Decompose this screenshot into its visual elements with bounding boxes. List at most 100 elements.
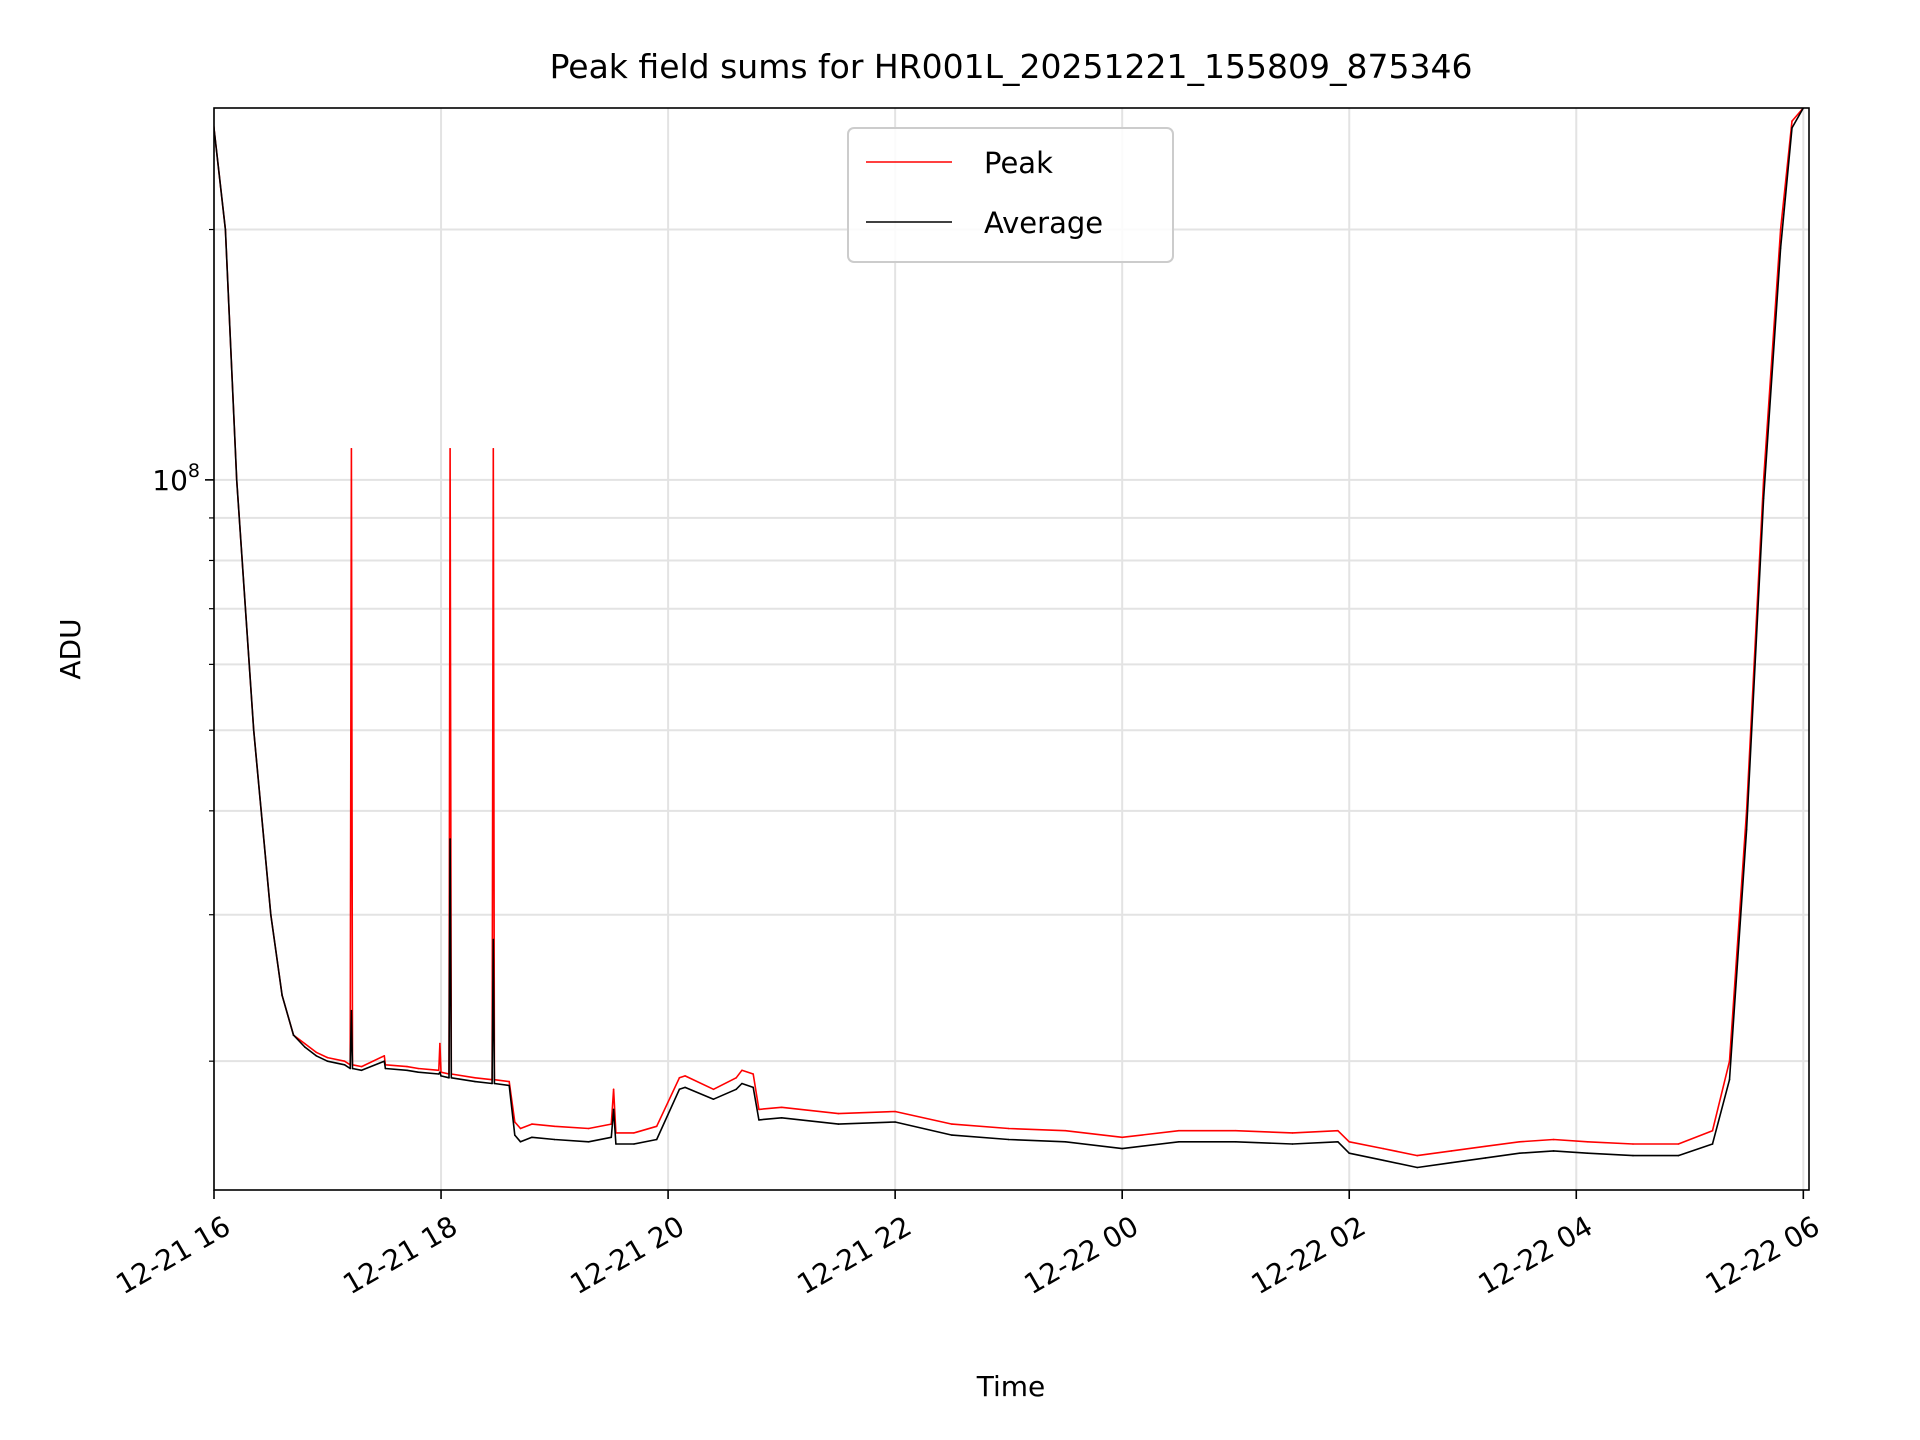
data-point xyxy=(439,1071,441,1073)
data-point xyxy=(1348,1141,1350,1143)
data-point xyxy=(1484,1145,1487,1148)
y-tick-label: 108 xyxy=(152,460,200,497)
data-point xyxy=(752,1086,754,1089)
data-point xyxy=(252,729,255,731)
series-average xyxy=(214,108,1805,1169)
data-point xyxy=(383,1055,386,1057)
y-axis: 108 xyxy=(152,228,214,1062)
data-point xyxy=(553,1138,556,1141)
data-point xyxy=(1791,120,1793,122)
data-point xyxy=(741,1069,743,1072)
data-point xyxy=(1291,1143,1294,1145)
data-point xyxy=(350,1009,353,1012)
data-point xyxy=(1007,1127,1010,1130)
data-point xyxy=(1178,1129,1180,1132)
data-point xyxy=(1382,1159,1385,1162)
data-point xyxy=(1484,1157,1487,1159)
data-point xyxy=(417,1071,420,1073)
data-point xyxy=(270,913,272,916)
data-point xyxy=(281,994,283,997)
data-point xyxy=(383,1060,386,1062)
data-point xyxy=(837,1112,840,1115)
data-point xyxy=(406,1065,408,1068)
data-point xyxy=(758,1119,760,1121)
chart-title: Peak field sums for HR001L_20251221_1558… xyxy=(550,47,1473,86)
data-point xyxy=(1779,228,1782,231)
data-point xyxy=(612,1108,615,1111)
data-point xyxy=(1234,1141,1237,1143)
data-point xyxy=(343,1064,346,1066)
data-point xyxy=(712,1098,715,1100)
data-point xyxy=(1518,1152,1521,1154)
data-point xyxy=(360,1069,363,1072)
data-point xyxy=(735,1088,737,1091)
data-point xyxy=(894,1121,896,1123)
data-point xyxy=(1711,1143,1714,1145)
data-point xyxy=(1178,1141,1180,1143)
data-point xyxy=(1586,1141,1589,1143)
data-point xyxy=(492,938,495,941)
data-point xyxy=(491,1082,493,1085)
data-point xyxy=(508,1080,511,1083)
data-point xyxy=(350,448,353,450)
data-point xyxy=(1632,1143,1634,1145)
data-point xyxy=(1677,1154,1680,1157)
data-point xyxy=(780,1106,783,1109)
data-point xyxy=(304,1042,306,1045)
x-axis-label: Time xyxy=(976,1370,1046,1403)
data-point xyxy=(449,448,451,450)
data-point xyxy=(439,1042,441,1045)
data-point xyxy=(440,1075,442,1077)
data-point xyxy=(474,1077,476,1079)
data-point xyxy=(735,1077,737,1079)
y-axis-label: ADU xyxy=(54,618,87,679)
data-point xyxy=(587,1141,590,1143)
data-point xyxy=(1586,1152,1589,1154)
data-point xyxy=(678,1077,681,1079)
data-point xyxy=(1728,1060,1731,1062)
data-point xyxy=(655,1138,658,1141)
data-point xyxy=(304,1046,306,1048)
data-point xyxy=(1121,1136,1123,1139)
data-point xyxy=(1450,1161,1453,1164)
data-point xyxy=(633,1143,635,1145)
data-point xyxy=(448,1077,450,1079)
data-point xyxy=(655,1125,658,1128)
data-point xyxy=(315,1051,318,1054)
data-point xyxy=(1234,1129,1237,1132)
data-point xyxy=(360,1065,363,1068)
data-point xyxy=(224,228,227,231)
legend-label-peak: Peak xyxy=(984,146,1053,180)
data-point xyxy=(951,1123,953,1125)
data-point xyxy=(1348,1152,1350,1154)
data-point xyxy=(633,1132,635,1134)
data-point xyxy=(438,1069,440,1072)
data-point xyxy=(1337,1141,1339,1143)
data-point xyxy=(326,1060,329,1062)
data-point xyxy=(514,1121,516,1123)
data-point xyxy=(417,1067,420,1070)
data-point xyxy=(1552,1138,1555,1141)
data-point xyxy=(351,1067,354,1070)
data-point xyxy=(1762,479,1765,481)
data-point xyxy=(406,1069,408,1072)
data-point xyxy=(1779,247,1782,249)
data-point xyxy=(326,1056,329,1059)
data-point xyxy=(1382,1147,1385,1150)
data-point xyxy=(712,1088,715,1091)
legend-label-average: Average xyxy=(984,206,1103,240)
data-point xyxy=(1745,828,1748,831)
data-point xyxy=(1007,1138,1010,1141)
data-point xyxy=(531,1123,533,1125)
data-point xyxy=(1064,1129,1067,1132)
data-point xyxy=(343,1060,346,1062)
data-point xyxy=(349,1067,352,1070)
data-point xyxy=(1762,497,1765,500)
data-point xyxy=(474,1080,476,1083)
data-point xyxy=(1337,1129,1339,1132)
data-point xyxy=(752,1073,754,1075)
data-point xyxy=(553,1125,556,1128)
data-point xyxy=(951,1134,953,1136)
data-point xyxy=(741,1082,743,1085)
